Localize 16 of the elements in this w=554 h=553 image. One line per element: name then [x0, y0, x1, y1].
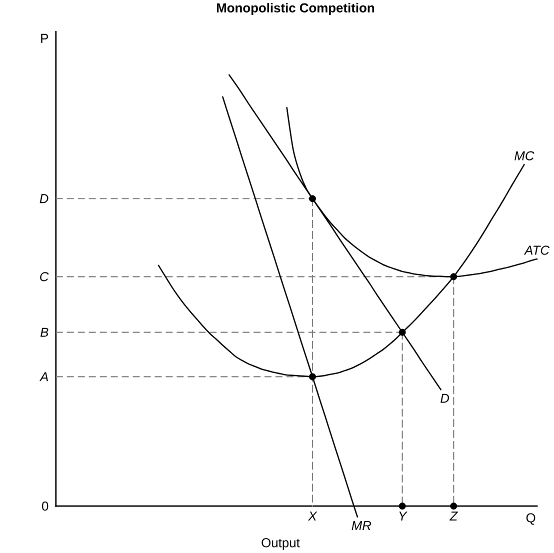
series-label: MR: [352, 521, 372, 530]
chart-title: Monopolistic Competition: [216, 2, 374, 16]
x-tick-label: X: [308, 512, 318, 521]
ref-line-label: B: [40, 328, 48, 337]
text: Output: [262, 538, 300, 550]
series-label: MC: [514, 151, 534, 160]
text: 0: [42, 502, 48, 511]
y-axis-title: P: [41, 34, 48, 43]
ref-line-label: A: [39, 372, 48, 382]
ref-line-label: D: [40, 194, 48, 204]
ref-line-label: C: [40, 272, 49, 282]
series-label: ATC: [524, 246, 550, 255]
x-axis-title: Q: [526, 513, 536, 525]
x-tick-label: Y: [399, 512, 408, 521]
x-tick-label: Z: [449, 512, 458, 521]
series-label: D: [440, 394, 450, 403]
